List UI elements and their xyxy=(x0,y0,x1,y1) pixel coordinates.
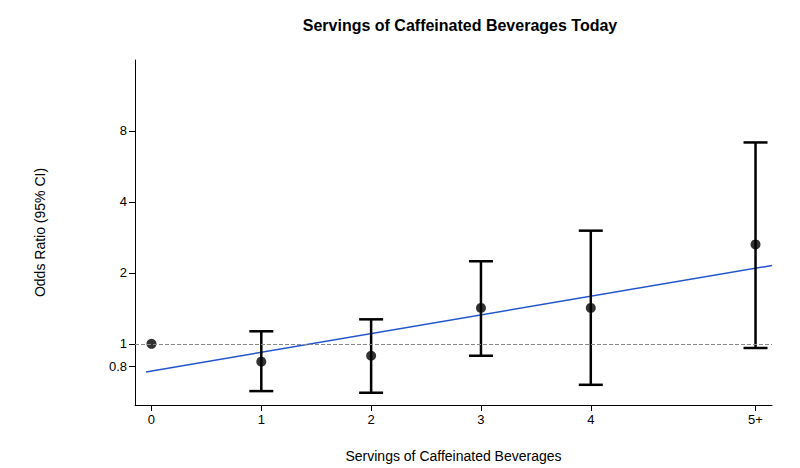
svg-text:Odds Ratio (95% CI): Odds Ratio (95% CI) xyxy=(32,168,48,297)
svg-text:3: 3 xyxy=(477,412,484,427)
svg-text:Servings of Caffeinated Bevera: Servings of Caffeinated Beverages Today xyxy=(303,17,618,34)
svg-text:1: 1 xyxy=(258,412,265,427)
svg-text:8: 8 xyxy=(120,123,127,138)
svg-text:2: 2 xyxy=(368,412,375,427)
svg-text:5+: 5+ xyxy=(748,412,763,427)
svg-text:4: 4 xyxy=(587,412,594,427)
svg-text:2: 2 xyxy=(120,265,127,280)
svg-text:Servings of Caffeinated Bevera: Servings of Caffeinated Beverages xyxy=(345,448,561,464)
svg-text:0: 0 xyxy=(148,412,155,427)
svg-text:4: 4 xyxy=(120,194,127,209)
svg-text:1: 1 xyxy=(120,336,127,351)
svg-text:0.8: 0.8 xyxy=(109,359,127,374)
